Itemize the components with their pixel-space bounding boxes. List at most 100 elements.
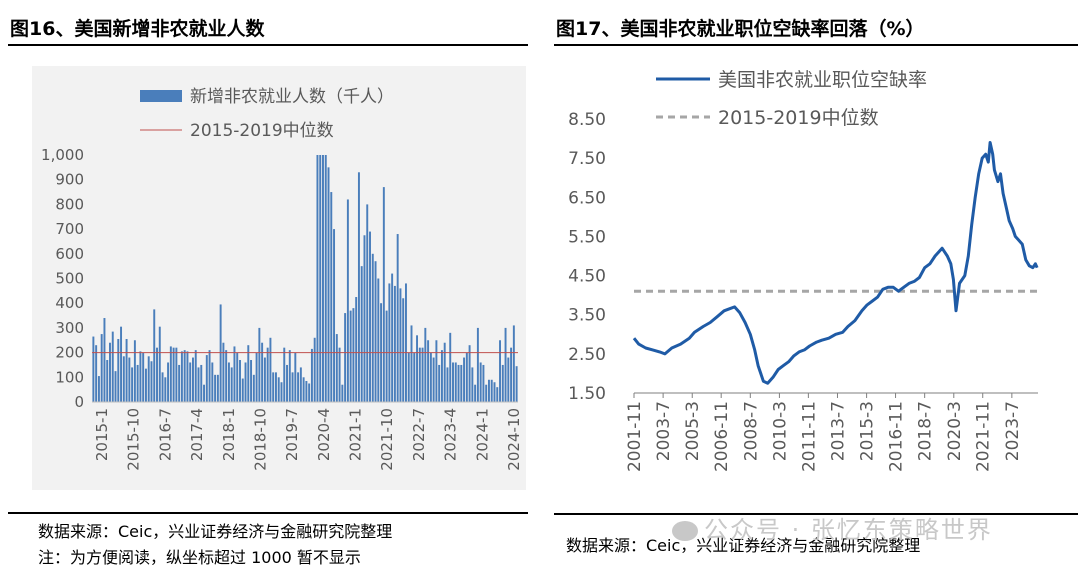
bar xyxy=(183,350,186,402)
left-x-tick-label: 2015-10 xyxy=(125,408,143,471)
right-y-tick-label: 5.50 xyxy=(568,227,606,247)
bar xyxy=(432,357,435,402)
bar xyxy=(269,337,272,402)
wechat-icon xyxy=(672,521,698,541)
bar xyxy=(156,347,158,402)
legend-median-label: 2015-2019中位数 xyxy=(190,121,334,141)
bar xyxy=(272,372,275,402)
bar xyxy=(244,362,247,402)
bar xyxy=(208,350,211,402)
right-x-tick-label: 2010-3 xyxy=(770,401,790,461)
watermark: 公众号 · 张忆东策略世界 xyxy=(672,510,993,545)
bar xyxy=(95,345,98,402)
bar xyxy=(427,340,430,402)
bar xyxy=(413,352,416,402)
bar xyxy=(291,372,294,402)
right-y-tick-label: 1.50 xyxy=(568,384,606,404)
bar xyxy=(308,383,311,402)
left-y-tick-label: 800 xyxy=(55,195,84,213)
bar xyxy=(250,360,253,402)
bar xyxy=(258,327,261,402)
bar xyxy=(131,367,134,402)
right-x-tick-label: 2003-7 xyxy=(654,401,674,461)
left-source: 数据来源：Ceic，兴业证券经济与金融研究院整理 xyxy=(38,522,393,541)
bar xyxy=(128,357,131,402)
bar xyxy=(219,304,222,402)
right-x-tick-label: 2011-11 xyxy=(799,401,819,472)
bar xyxy=(114,371,117,403)
bar xyxy=(167,362,170,402)
left-y-tick-label: 400 xyxy=(55,294,84,312)
bar xyxy=(310,348,313,402)
bar xyxy=(449,332,452,402)
bar xyxy=(236,352,239,402)
bar xyxy=(357,172,360,402)
left-x-tick-label: 2022-7 xyxy=(410,408,428,461)
left-x-tick-label: 2023-4 xyxy=(442,408,460,461)
bar xyxy=(266,347,269,402)
bar xyxy=(485,384,488,402)
bar xyxy=(288,350,291,402)
bar xyxy=(438,364,441,402)
right-y-tick-label: 8.50 xyxy=(568,110,606,130)
left-chart-title: 图16、美国新增非农就业人数 xyxy=(10,18,265,40)
bar xyxy=(92,336,95,402)
watermark-text: 公众号 · 张忆东策略世界 xyxy=(704,516,993,544)
bar xyxy=(338,347,341,402)
right-y-tick-label: 4.50 xyxy=(568,267,606,287)
left-y-tick-label: 900 xyxy=(55,171,84,189)
bar xyxy=(382,187,385,402)
bar xyxy=(355,297,358,402)
bar xyxy=(504,327,507,402)
bar xyxy=(109,342,111,402)
bar xyxy=(277,377,280,402)
bar xyxy=(482,364,485,402)
bar xyxy=(255,352,258,402)
bar xyxy=(416,335,418,402)
legend-bar-swatch xyxy=(140,90,182,102)
bar xyxy=(479,362,482,402)
right-x-tick-label: 2008-7 xyxy=(741,401,761,461)
left-x-tick-label: 2018-10 xyxy=(251,408,269,471)
left-y-tick-label: 1,000 xyxy=(41,146,84,164)
bar xyxy=(283,347,286,402)
bar xyxy=(330,192,333,402)
bar xyxy=(186,351,189,402)
bar xyxy=(396,234,399,402)
bar xyxy=(161,372,164,402)
bar xyxy=(147,356,150,402)
bar xyxy=(200,364,203,402)
bar xyxy=(460,364,463,402)
right-title-rule xyxy=(554,44,1078,46)
bar xyxy=(192,357,194,402)
bar xyxy=(211,362,214,402)
bar xyxy=(139,351,142,402)
bar xyxy=(319,155,322,402)
bar xyxy=(280,382,283,402)
bar xyxy=(512,325,515,402)
bar xyxy=(443,342,446,402)
left-title-rule xyxy=(8,44,528,46)
bar xyxy=(252,374,255,402)
left-y-tick-label: 500 xyxy=(55,270,84,288)
bar xyxy=(435,340,438,402)
bar xyxy=(452,362,454,402)
bar xyxy=(440,350,443,402)
right-x-tick-label: 2023-7 xyxy=(1003,401,1023,461)
bar xyxy=(468,345,471,402)
right-x-tick-label: 2016-11 xyxy=(887,401,907,472)
bar xyxy=(457,364,460,402)
right-x-tick-label: 2021-11 xyxy=(974,401,994,472)
bar xyxy=(324,155,327,402)
left-x-tick-label: 2016-7 xyxy=(156,408,174,461)
right-x-tick-label: 2005-3 xyxy=(683,401,703,461)
bar xyxy=(172,347,175,402)
bar xyxy=(377,278,380,402)
bar xyxy=(371,253,374,402)
bar xyxy=(169,346,172,402)
bar xyxy=(501,364,504,402)
bar xyxy=(133,340,136,402)
right-panel: 图17、美国非农就业职位空缺率回落（%） 1.50 2.50 3.50 4.50 5.5… xyxy=(548,0,1080,569)
bar xyxy=(239,360,241,402)
bar xyxy=(399,288,402,402)
